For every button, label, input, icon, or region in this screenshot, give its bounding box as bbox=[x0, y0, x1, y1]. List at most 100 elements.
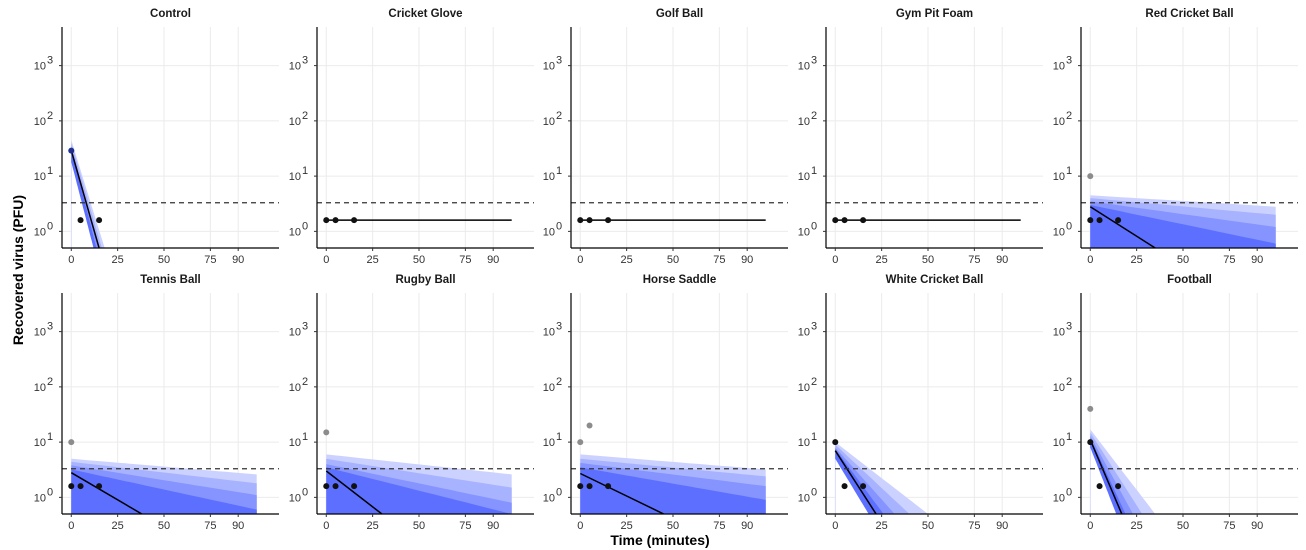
data-point bbox=[77, 217, 84, 224]
y-tick-label: 10 bbox=[34, 382, 46, 394]
y-tick-label: 10 bbox=[1053, 116, 1065, 128]
fit-line bbox=[1089, 439, 1123, 514]
y-tick-exponent: 0 bbox=[556, 486, 562, 498]
y-tick-label: 10 bbox=[289, 61, 301, 73]
x-tick-label: 50 bbox=[1177, 520, 1189, 532]
y-tick-label: 10 bbox=[34, 171, 46, 183]
y-tick-exponent: 3 bbox=[556, 55, 562, 67]
data-point bbox=[96, 483, 103, 490]
y-tick-exponent: 3 bbox=[811, 321, 817, 333]
x-tick-label: 25 bbox=[367, 254, 379, 266]
y-tick-exponent: 0 bbox=[811, 486, 817, 498]
data-point bbox=[1096, 483, 1103, 490]
y-tick-exponent: 1 bbox=[556, 431, 562, 443]
y-tick-label: 10 bbox=[34, 61, 46, 73]
x-tick-label: 0 bbox=[577, 520, 583, 532]
y-tick-label: 10 bbox=[289, 116, 301, 128]
data-point bbox=[1087, 439, 1094, 446]
y-tick-exponent: 3 bbox=[302, 55, 308, 67]
y-tick-label: 10 bbox=[289, 171, 301, 183]
y-tick-exponent: 3 bbox=[47, 321, 53, 333]
data-point bbox=[586, 422, 593, 429]
data-point bbox=[1115, 217, 1122, 224]
x-tick-label: 50 bbox=[922, 520, 934, 532]
y-tick-exponent: 1 bbox=[47, 165, 53, 177]
plot-area bbox=[68, 140, 105, 248]
y-tick-exponent: 1 bbox=[302, 165, 308, 177]
panel-title: Tennis Ball bbox=[140, 274, 201, 286]
x-tick-label: 0 bbox=[832, 254, 838, 266]
panel-title: White Cricket Ball bbox=[886, 274, 984, 286]
y-tick-label: 10 bbox=[543, 116, 555, 128]
y-tick-label: 10 bbox=[798, 61, 810, 73]
plot-area bbox=[1087, 405, 1156, 514]
y-tick-label: 10 bbox=[1053, 327, 1065, 339]
y-tick-exponent: 2 bbox=[811, 376, 817, 388]
data-point bbox=[832, 439, 839, 446]
plot-area bbox=[1087, 173, 1276, 248]
x-tick-label: 50 bbox=[158, 254, 170, 266]
panel-title: Golf Ball bbox=[656, 8, 703, 20]
y-tick-exponent: 3 bbox=[556, 321, 562, 333]
fit-line bbox=[70, 150, 100, 248]
x-tick-label: 25 bbox=[621, 254, 633, 266]
x-tick-label: 90 bbox=[996, 254, 1008, 266]
y-tick-exponent: 1 bbox=[302, 431, 308, 443]
x-axis-title: Time (minutes) bbox=[610, 532, 709, 548]
y-tick-exponent: 0 bbox=[1066, 486, 1072, 498]
y-tick-exponent: 2 bbox=[302, 376, 308, 388]
x-tick-label: 90 bbox=[232, 254, 244, 266]
data-point bbox=[68, 439, 75, 446]
x-tick-label: 90 bbox=[487, 254, 499, 266]
y-tick-label: 10 bbox=[543, 327, 555, 339]
panel-title: Rugby Ball bbox=[395, 274, 455, 286]
y-tick-exponent: 0 bbox=[47, 486, 53, 498]
y-tick-exponent: 0 bbox=[302, 486, 308, 498]
prediction-band bbox=[580, 467, 766, 514]
data-point bbox=[1087, 405, 1094, 412]
y-tick-label: 10 bbox=[798, 382, 810, 394]
data-point bbox=[841, 483, 848, 490]
y-tick-label: 10 bbox=[34, 116, 46, 128]
x-tick-label: 25 bbox=[1131, 254, 1143, 266]
fit-line bbox=[579, 472, 665, 514]
y-tick-exponent: 0 bbox=[811, 220, 817, 232]
y-tick-label: 10 bbox=[34, 492, 46, 504]
data-point bbox=[832, 217, 839, 224]
plot-area bbox=[832, 439, 928, 514]
x-tick-label: 50 bbox=[413, 520, 425, 532]
x-tick-label: 75 bbox=[968, 520, 980, 532]
prediction-band bbox=[71, 469, 257, 514]
y-tick-exponent: 1 bbox=[556, 165, 562, 177]
fit-line bbox=[1089, 206, 1156, 248]
x-tick-label: 0 bbox=[1087, 520, 1093, 532]
y-tick-label: 10 bbox=[798, 116, 810, 128]
x-tick-label: 90 bbox=[741, 520, 753, 532]
x-tick-label: 75 bbox=[713, 254, 725, 266]
y-tick-exponent: 2 bbox=[47, 110, 53, 122]
x-tick-label: 25 bbox=[876, 254, 888, 266]
data-point bbox=[351, 483, 358, 490]
x-tick-label: 75 bbox=[204, 254, 216, 266]
data-point bbox=[1087, 217, 1094, 224]
y-tick-label: 10 bbox=[289, 382, 301, 394]
x-tick-label: 0 bbox=[1087, 254, 1093, 266]
data-point bbox=[605, 217, 612, 224]
data-point bbox=[1087, 173, 1094, 180]
data-point bbox=[1115, 483, 1122, 490]
x-tick-label: 25 bbox=[621, 520, 633, 532]
x-tick-label: 25 bbox=[367, 520, 379, 532]
x-tick-label: 50 bbox=[667, 254, 679, 266]
y-tick-label: 10 bbox=[289, 437, 301, 449]
data-point bbox=[577, 217, 584, 224]
fit-line bbox=[834, 450, 877, 514]
y-tick-exponent: 3 bbox=[47, 55, 53, 67]
y-tick-label: 10 bbox=[543, 382, 555, 394]
band-lower-cutout bbox=[1090, 447, 1117, 514]
